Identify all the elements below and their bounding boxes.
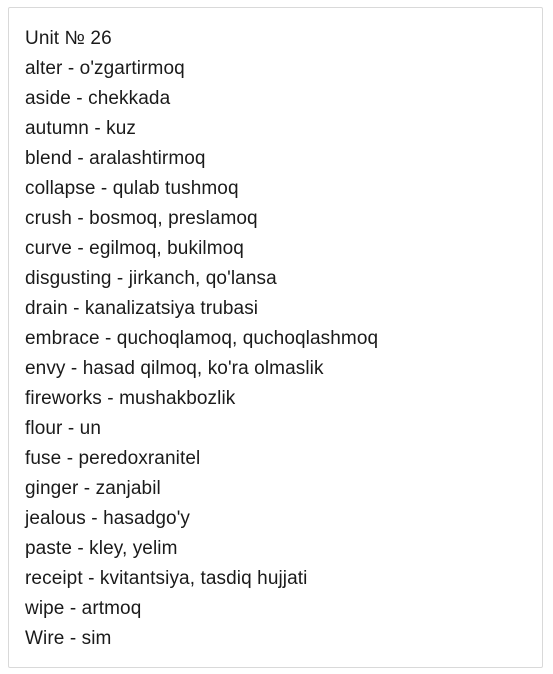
vocab-entry: drain - kanalizatsiya trubasi (25, 298, 259, 319)
message-card: Unit № 26 alter - o'zgartirmoq aside - c… (8, 7, 543, 668)
vocab-entry: ginger - zanjabil (25, 478, 161, 499)
unit-title: Unit № 26 (25, 28, 112, 49)
vocab-entry: fireworks - mushakbozlik (25, 388, 236, 409)
vocabulary-list: Unit № 26 alter - o'zgartirmoq aside - c… (25, 24, 378, 654)
vocab-entry: alter - o'zgartirmoq (25, 58, 185, 79)
vocab-entry: jealous - hasadgo'y (25, 508, 191, 529)
vocab-entry: disgusting - jirkanch, qo'lansa (25, 268, 277, 289)
vocab-entry: paste - kley, yelim (25, 538, 178, 559)
vocab-entry: flour - un (25, 418, 101, 439)
vocab-entry: aside - chekkada (25, 88, 171, 109)
vocab-entry: fuse - peredoxranitel (25, 448, 201, 469)
vocab-entry: autumn - kuz (25, 118, 137, 139)
vocab-entry: Wire - sim (25, 628, 112, 649)
vocab-entry: crush - bosmoq, preslamoq (25, 208, 258, 229)
vocab-entry: wipe - artmoq (25, 598, 142, 619)
vocab-entry: embrace - quchoqlamoq, quchoqlashmoq (25, 328, 379, 349)
vocab-entry: curve - egilmoq, bukilmoq (25, 238, 244, 259)
vocab-entry: receipt - kvitantsiya, tasdiq hujjati (25, 568, 308, 589)
vocab-entry: envy - hasad qilmoq, ko'ra olmaslik (25, 358, 324, 379)
vocab-entry: collapse - qulab tushmoq (25, 178, 239, 199)
vocab-entry: blend - aralashtirmoq (25, 148, 206, 169)
